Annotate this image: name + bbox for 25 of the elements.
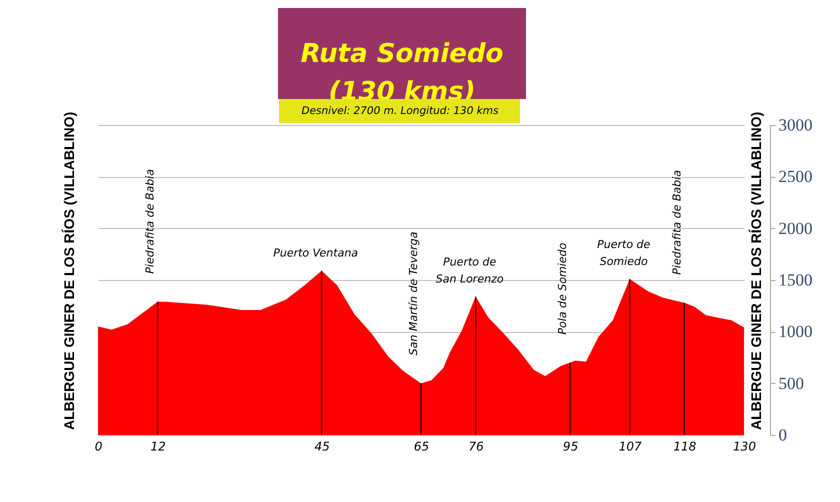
- ref-line-label: Piedrafita de Babia: [144, 168, 157, 274]
- ref-line-label: Puerto Ventana: [273, 246, 358, 260]
- ref-line-label: Puerto de Somiedo: [597, 238, 651, 268]
- chart-subtitle: Desnivel: 2700 m. Longitud: 130 kms: [302, 105, 500, 117]
- x-tick-label: 130: [733, 440, 756, 454]
- y-tick-label: 1500: [778, 270, 812, 290]
- ref-line-label: Puerto de San Lorenzo: [436, 256, 504, 286]
- y-tick-label: 1000: [778, 322, 812, 342]
- text: ALBERGUE GINER DE LOS RÍOS (VILLABLINO): [748, 112, 764, 430]
- x-tick-label: 107: [618, 440, 642, 454]
- y-tick-label: 2500: [778, 167, 812, 186]
- x-tick-label: 65: [414, 440, 430, 454]
- text: ALBERGUE GINER DE LOS RÍOS (VILLABLINO): [61, 112, 77, 430]
- x-tick-label: 12: [150, 440, 166, 454]
- ref-line-label: Piedrafita de Babia: [670, 170, 684, 275]
- ref-line-label: Pola de Somiedo: [556, 242, 570, 335]
- y-tick-label: 3000: [778, 116, 812, 134]
- x-tick-label: 118: [673, 440, 697, 454]
- x-tick-label: 95: [562, 440, 578, 454]
- ref-line-label: San Martín de Teverga: [407, 231, 420, 356]
- y-tick-label: 2000: [778, 218, 812, 238]
- x-tick-label: 45: [314, 440, 330, 454]
- y-tick-label: 500: [778, 374, 804, 393]
- x-tick-label: 76: [468, 440, 484, 454]
- x-tick-label: 0: [94, 440, 103, 454]
